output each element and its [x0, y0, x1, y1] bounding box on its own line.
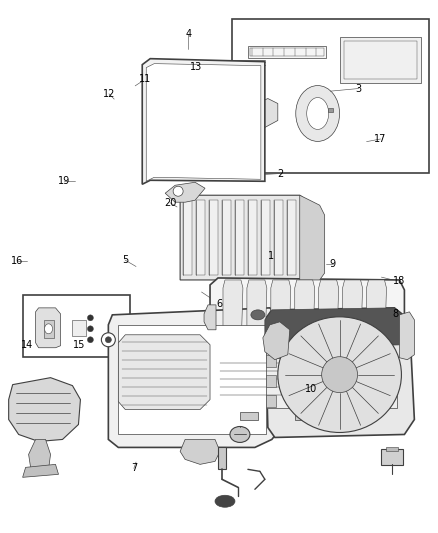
Text: 7: 7	[131, 463, 137, 473]
Bar	[266, 375, 276, 386]
Polygon shape	[399, 312, 414, 360]
Ellipse shape	[215, 495, 235, 507]
Text: 2: 2	[277, 168, 283, 179]
Polygon shape	[28, 439, 50, 471]
Polygon shape	[319, 280, 339, 355]
Text: 5: 5	[122, 255, 128, 265]
Bar	[386, 447, 399, 451]
Bar	[248, 46, 326, 58]
Bar	[250, 47, 324, 55]
Bar	[240, 411, 258, 419]
Bar	[266, 355, 276, 367]
Polygon shape	[35, 308, 60, 348]
Text: 8: 8	[393, 309, 399, 319]
Polygon shape	[274, 200, 283, 275]
Polygon shape	[222, 200, 231, 275]
Bar	[118, 325, 266, 434]
Bar	[295, 411, 313, 419]
Polygon shape	[9, 378, 81, 441]
Polygon shape	[165, 182, 205, 202]
Bar	[216, 358, 397, 408]
Polygon shape	[204, 305, 216, 330]
Text: 3: 3	[356, 84, 362, 93]
Bar	[381, 449, 403, 465]
Polygon shape	[196, 200, 205, 275]
Polygon shape	[108, 308, 280, 447]
Polygon shape	[271, 280, 291, 355]
Polygon shape	[180, 439, 220, 464]
Text: 12: 12	[103, 89, 115, 99]
Polygon shape	[209, 200, 218, 275]
Polygon shape	[118, 335, 210, 409]
Polygon shape	[183, 200, 192, 275]
Polygon shape	[248, 200, 257, 275]
Ellipse shape	[88, 315, 93, 321]
Polygon shape	[23, 464, 59, 478]
Ellipse shape	[88, 326, 93, 332]
Polygon shape	[263, 322, 290, 360]
Polygon shape	[295, 280, 314, 355]
Text: 1: 1	[268, 251, 275, 261]
Ellipse shape	[307, 98, 328, 130]
Polygon shape	[146, 63, 261, 181]
Text: 20: 20	[164, 198, 176, 208]
Ellipse shape	[101, 333, 115, 347]
Text: 19: 19	[58, 176, 70, 187]
Polygon shape	[343, 280, 363, 355]
Bar	[339, 37, 421, 83]
Bar	[266, 394, 276, 407]
Text: 16: 16	[11, 256, 23, 266]
Ellipse shape	[173, 186, 183, 196]
Bar	[343, 41, 417, 78]
Ellipse shape	[45, 324, 53, 334]
Bar	[350, 411, 367, 419]
Ellipse shape	[88, 337, 93, 343]
Bar	[43, 320, 53, 338]
Ellipse shape	[296, 86, 339, 141]
Polygon shape	[265, 308, 414, 438]
Text: 14: 14	[21, 340, 33, 350]
Polygon shape	[235, 200, 244, 275]
Text: 13: 13	[190, 62, 202, 72]
Polygon shape	[248, 99, 278, 127]
Polygon shape	[367, 280, 386, 355]
Bar	[23, 295, 130, 357]
Bar	[218, 447, 226, 470]
Polygon shape	[223, 280, 243, 355]
Text: 6: 6	[216, 298, 222, 309]
Text: 10: 10	[304, 384, 317, 394]
Bar	[72, 320, 86, 336]
Bar	[232, 19, 429, 173]
Bar	[328, 108, 332, 112]
Ellipse shape	[278, 317, 401, 432]
Text: 15: 15	[73, 340, 85, 350]
Polygon shape	[261, 200, 270, 275]
Ellipse shape	[106, 337, 111, 343]
Polygon shape	[142, 59, 265, 184]
Polygon shape	[287, 200, 296, 275]
Polygon shape	[265, 308, 404, 348]
Text: 11: 11	[139, 75, 151, 84]
Ellipse shape	[251, 310, 265, 320]
Text: 17: 17	[374, 134, 387, 144]
Ellipse shape	[321, 357, 357, 393]
Polygon shape	[180, 195, 320, 280]
Polygon shape	[247, 280, 267, 355]
Text: 9: 9	[329, 259, 336, 269]
Polygon shape	[300, 195, 325, 280]
Text: 18: 18	[393, 277, 405, 286]
Text: 4: 4	[185, 29, 191, 39]
Polygon shape	[210, 278, 404, 415]
Ellipse shape	[230, 426, 250, 442]
